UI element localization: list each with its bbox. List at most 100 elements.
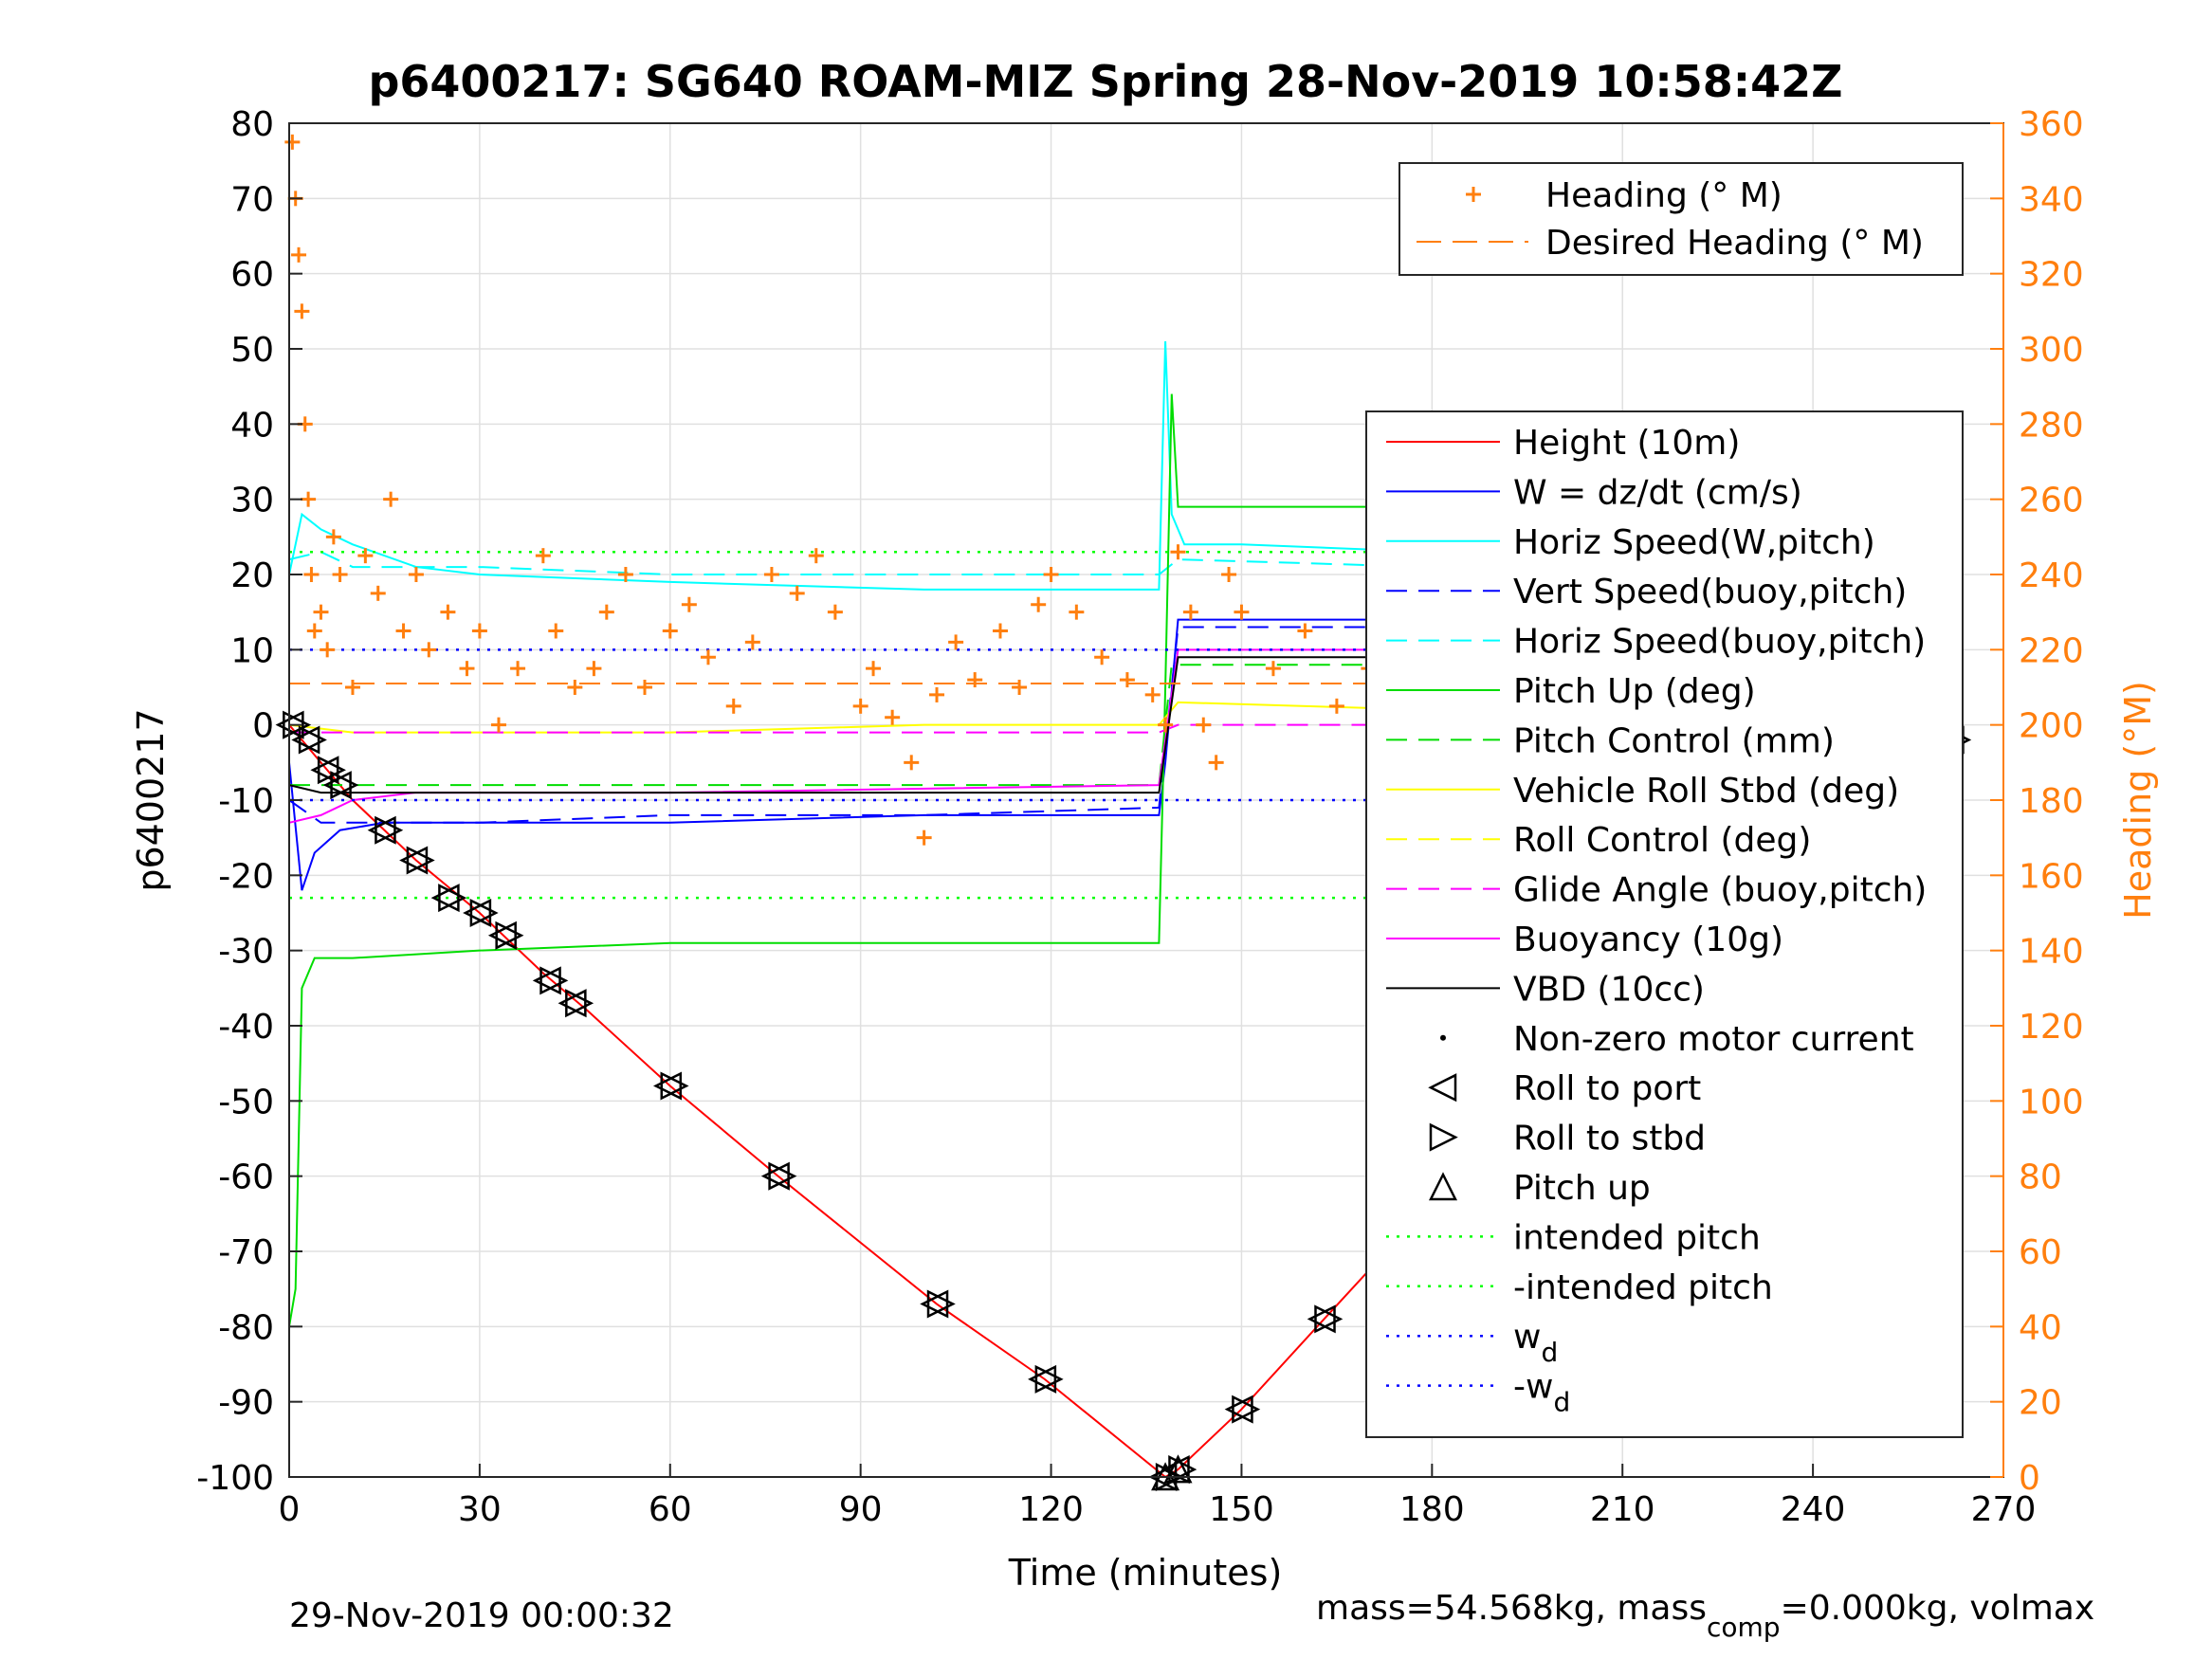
roll-to-port-marker bbox=[463, 898, 492, 928]
heading-point bbox=[744, 634, 760, 650]
roll-to-stbd-marker bbox=[283, 710, 312, 739]
series-line bbox=[288, 551, 1953, 575]
y-tick-right-label: 200 bbox=[2019, 707, 2084, 746]
roll-to-stbd-marker bbox=[1034, 1364, 1064, 1394]
roll-to-port-marker bbox=[920, 1289, 949, 1319]
heading-point bbox=[1208, 755, 1224, 771]
y-tick-label: -30 bbox=[218, 933, 274, 972]
heading-point bbox=[440, 604, 456, 620]
heading-point bbox=[383, 491, 399, 507]
heading-point bbox=[725, 698, 741, 714]
x-tick-label: 270 bbox=[1971, 1490, 2037, 1529]
legend-heading-label: Heading (° M) bbox=[1545, 176, 1782, 215]
y-tick-right-label: 60 bbox=[2019, 1233, 2062, 1272]
heading-point bbox=[294, 303, 310, 319]
footer-mass-text: mass=54.568kg, mass bbox=[1316, 1589, 1707, 1628]
heading-point bbox=[1265, 661, 1281, 677]
legend-heading-label: Desired Heading (° M) bbox=[1545, 224, 1924, 263]
x-axis: 0 30 60 90 120 150 180 210 240 270 bbox=[279, 1464, 2037, 1529]
roll-to-stbd-marker bbox=[1232, 1395, 1261, 1424]
heading-point bbox=[1328, 698, 1344, 714]
heading-point bbox=[301, 491, 317, 507]
x-tick-label: 210 bbox=[1590, 1490, 1655, 1529]
y-tick-right-label: 120 bbox=[2019, 1008, 2084, 1047]
y-tick-label: 10 bbox=[230, 631, 274, 670]
heading-point bbox=[1094, 649, 1110, 665]
y-tick-label: -90 bbox=[218, 1384, 274, 1423]
heading-point bbox=[1234, 604, 1250, 620]
roll-to-stbd-marker bbox=[375, 815, 404, 845]
heading-point bbox=[320, 642, 336, 658]
heading-point bbox=[1069, 604, 1085, 620]
y-tick-right-label: 180 bbox=[2019, 782, 2084, 821]
legend-label: Horiz Speed(buoy,pitch) bbox=[1513, 623, 1926, 662]
x-tick-label: 120 bbox=[1018, 1490, 1084, 1529]
legend-label: Pitch Up (deg) bbox=[1513, 672, 1756, 711]
heading-point bbox=[325, 529, 341, 545]
heading-point bbox=[967, 672, 983, 688]
legend-label: Roll to port bbox=[1513, 1069, 1701, 1108]
legend-label: Buoyancy (10g) bbox=[1513, 921, 1783, 959]
x-tick-label: 0 bbox=[279, 1490, 301, 1529]
heading-point bbox=[471, 623, 487, 639]
heading-point bbox=[1297, 623, 1313, 639]
heading-point bbox=[1182, 604, 1198, 620]
heading-point bbox=[885, 709, 901, 725]
heading-point bbox=[1012, 680, 1028, 695]
roll-to-port-marker bbox=[310, 756, 339, 785]
y-tick-right-label: 300 bbox=[2019, 331, 2084, 370]
roll-to-stbd-marker bbox=[539, 966, 569, 995]
heading-point bbox=[1043, 567, 1059, 582]
y-tick-right-label: 320 bbox=[2019, 256, 2084, 295]
roll-to-port-marker bbox=[1307, 1304, 1336, 1334]
roll-to-port-marker bbox=[532, 966, 561, 995]
footer-timestamp: 29-Nov-2019 00:00:32 bbox=[289, 1596, 674, 1635]
y-tick-right-label: 0 bbox=[2019, 1459, 2040, 1498]
legend-swatch bbox=[1428, 1073, 1457, 1103]
roll-to-port-marker bbox=[652, 1071, 683, 1101]
legend-label: intended pitch bbox=[1513, 1218, 1761, 1257]
roll-to-stbd-marker bbox=[495, 921, 524, 950]
legend-heading: Heading (° M) Desired Heading (° M) bbox=[1398, 162, 1964, 276]
roll-to-stbd-marker bbox=[660, 1071, 689, 1101]
heading-point bbox=[1158, 717, 1174, 733]
heading-point bbox=[808, 548, 824, 564]
roll-to-port-marker bbox=[275, 710, 304, 739]
heading-point bbox=[662, 623, 678, 639]
legend-label: wd bbox=[1513, 1318, 1558, 1368]
y-tick-label: 30 bbox=[230, 482, 274, 520]
legend-label: VBD (10cc) bbox=[1513, 970, 1705, 1009]
roll-to-port-marker bbox=[760, 1161, 790, 1191]
footer-mass: mass=54.568kg, masscomp=0.000kg, volmax bbox=[1316, 1589, 2094, 1643]
legend-label: -intended pitch bbox=[1513, 1268, 1773, 1307]
roll-to-port-marker bbox=[430, 884, 460, 913]
heading-point bbox=[567, 680, 583, 695]
heading-point bbox=[357, 548, 374, 564]
y-tick-right-label: 240 bbox=[2019, 556, 2084, 595]
heading-point bbox=[681, 596, 697, 612]
footer-mass-tail: =0.000kg, volmax bbox=[1781, 1589, 2095, 1628]
y-tick-right-label: 360 bbox=[2019, 105, 2084, 144]
roll-to-stbd-marker bbox=[469, 898, 499, 928]
heading-point bbox=[916, 830, 932, 846]
y-axis-left: -100-90-80-70-60-50-40-30-20-10010203040… bbox=[196, 105, 302, 1498]
legend-label: Glide Angle (buoy,pitch) bbox=[1513, 871, 1927, 910]
y-tick-right-label: 40 bbox=[2019, 1308, 2062, 1347]
legend-label: Roll Control (deg) bbox=[1513, 821, 1811, 860]
x-axis-label: Time (minutes) bbox=[1008, 1552, 1283, 1594]
y-tick-right-label: 260 bbox=[2019, 482, 2084, 520]
roll-to-port-marker bbox=[322, 771, 352, 800]
legend-label: Pitch up bbox=[1513, 1169, 1651, 1208]
roll-to-stbd-marker bbox=[768, 1161, 797, 1191]
roll-to-stbd-marker bbox=[1314, 1304, 1344, 1334]
y-tick-label: 20 bbox=[230, 556, 274, 595]
y-tick-label: 80 bbox=[230, 105, 274, 144]
pitch-up-marker bbox=[1163, 1454, 1193, 1484]
heading-point bbox=[510, 661, 526, 677]
x-tick-label: 60 bbox=[649, 1490, 692, 1529]
y-tick-right-label: 280 bbox=[2019, 406, 2084, 445]
roll-to-stbd-marker bbox=[330, 771, 359, 800]
heading-point bbox=[948, 634, 964, 650]
y-tick-right-label: 220 bbox=[2019, 631, 2084, 670]
y-tick-label: -10 bbox=[218, 782, 274, 821]
